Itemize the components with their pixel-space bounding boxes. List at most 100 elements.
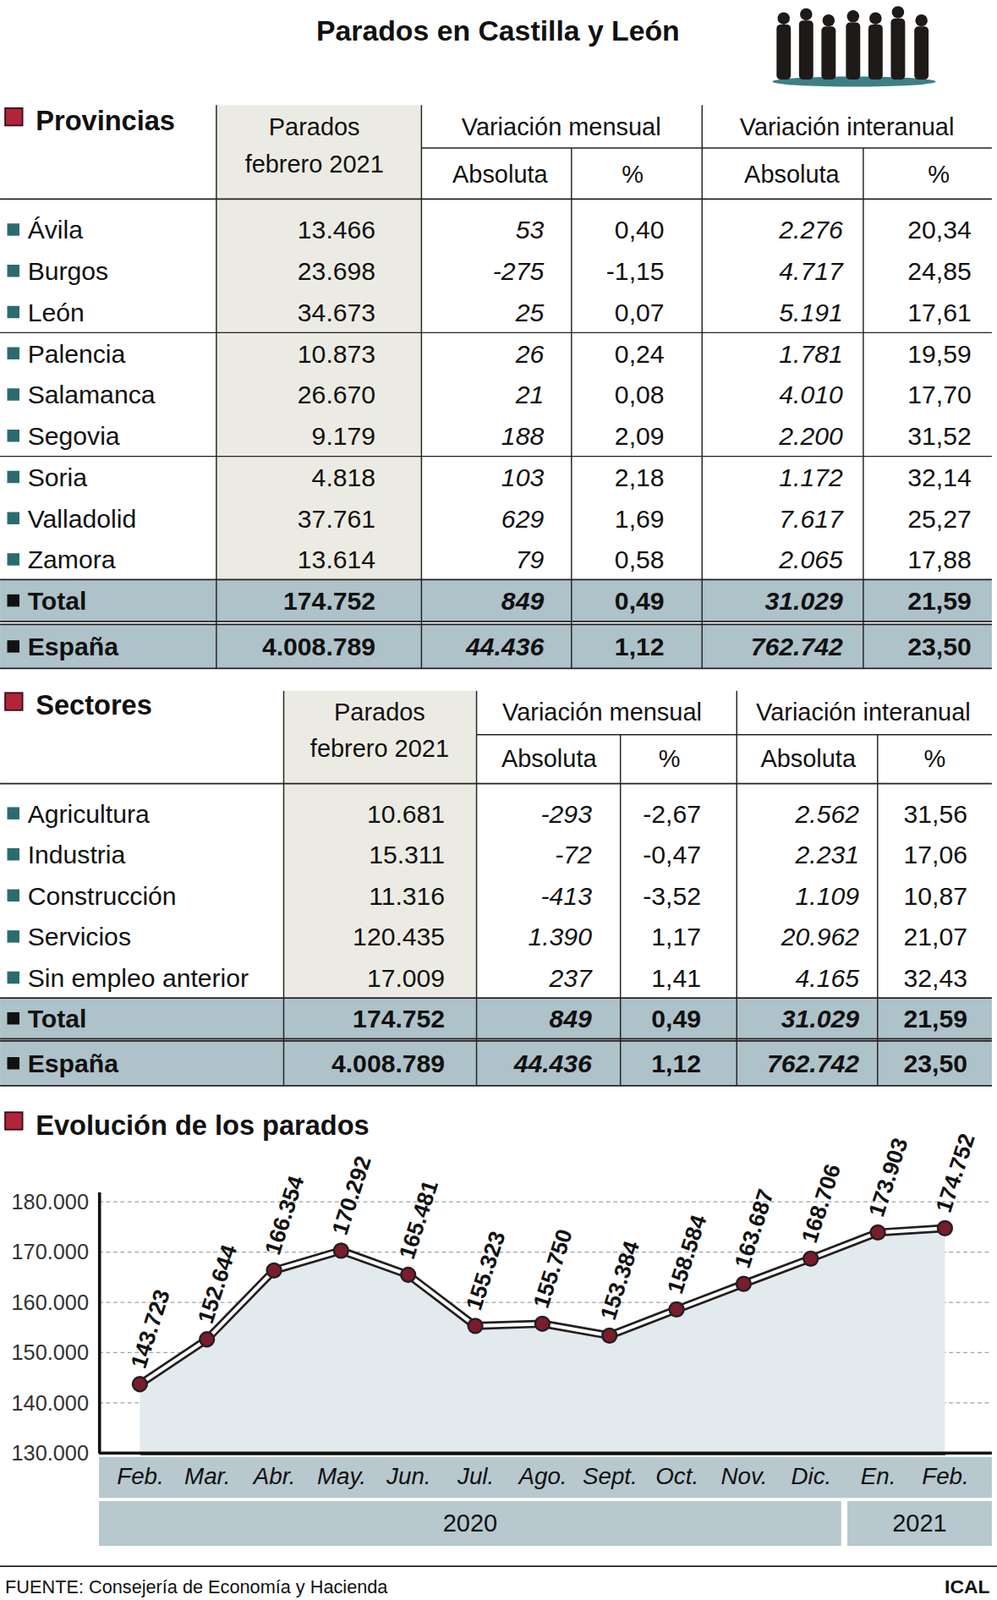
cell: 21 [514, 380, 545, 409]
tick: 150.000 [10, 1340, 99, 1365]
icon-head [869, 11, 882, 24]
summary-band [0, 1040, 992, 1086]
year-band [847, 1500, 992, 1546]
icon-body [890, 18, 905, 80]
chart-title: Evolución de los parados [35, 1110, 369, 1141]
cell: 2.276 [777, 215, 844, 244]
tick: 160.000 [10, 1290, 99, 1315]
year-label: 2020 [443, 1509, 498, 1537]
cell: 5.191 [778, 298, 843, 327]
icon-body [868, 24, 883, 80]
row-marker [7, 640, 20, 652]
sub-header: Absoluta [744, 160, 841, 188]
cell: 11.316 [368, 881, 445, 910]
rule [0, 620, 992, 623]
rule [619, 734, 621, 1086]
rule [0, 1040, 992, 1042]
x-axis-baseline [98, 1451, 992, 1455]
tick: May. [317, 1452, 367, 1490]
row-label: España [27, 632, 119, 661]
cell: 2.065 [777, 545, 844, 574]
data-label: 163.687 [729, 1186, 779, 1271]
cell: 31,56 [903, 799, 967, 828]
tick-label: Mar. [184, 1462, 231, 1490]
marker [468, 1318, 483, 1333]
cell: 23.698 [297, 257, 376, 285]
cell: 1.172 [778, 463, 844, 492]
row-marker [7, 594, 20, 607]
tick-label: 130.000 [10, 1440, 89, 1465]
sub-header: % [923, 745, 946, 773]
rule [215, 104, 217, 669]
row-label: Total [27, 1004, 88, 1033]
rule [476, 734, 992, 735]
section-marker [5, 1112, 23, 1130]
rule [0, 667, 992, 669]
tick: Ago. [516, 1452, 567, 1490]
data-label: 158.584 [662, 1211, 712, 1298]
marker [132, 1376, 148, 1392]
row-label: Palencia [27, 339, 126, 368]
cell: 2.231 [794, 840, 860, 869]
axis-line [140, 1451, 946, 1456]
tick-label: En. [860, 1462, 897, 1490]
cell: 23,50 [903, 1049, 967, 1078]
year-label: 2021 [892, 1509, 947, 1537]
row-label: Construcción [27, 881, 177, 910]
column-header: Parados [334, 698, 426, 726]
row-label: Sin empleo anterior [27, 964, 250, 992]
grid [98, 1201, 992, 1453]
section-title: Sectores [35, 690, 153, 721]
cell: 0,07 [614, 298, 665, 327]
rule [0, 1565, 997, 1567]
cell: 237 [548, 964, 594, 992]
marker [267, 1263, 282, 1278]
category-band [98, 1457, 992, 1498]
tick: 140.000 [10, 1391, 99, 1415]
cell: 4.008.789 [331, 1049, 445, 1078]
tick: Jul. [456, 1452, 494, 1490]
data-label: 155.750 [528, 1226, 578, 1311]
cell: 4.818 [312, 463, 376, 492]
marker [602, 1328, 617, 1343]
tick: Nov. [720, 1452, 767, 1490]
rule [283, 690, 285, 1086]
data-label: 166.354 [259, 1172, 309, 1259]
data-label: 165.481 [394, 1177, 444, 1263]
cell: 25 [514, 298, 545, 327]
row-marker [7, 1057, 20, 1069]
marker [736, 1276, 751, 1292]
cell: 17,70 [907, 380, 971, 409]
cell: 849 [549, 1004, 593, 1033]
row-marker [7, 971, 20, 984]
cell: 1.109 [795, 881, 861, 910]
cell: 44.436 [465, 632, 544, 661]
cell: 13.466 [297, 215, 376, 244]
cell: 17,88 [907, 545, 971, 574]
summary-band [0, 997, 992, 1039]
row-marker [7, 848, 20, 861]
data-label: 152.644 [192, 1241, 242, 1327]
icon [772, 5, 936, 87]
rule [701, 104, 702, 669]
cell: -275 [493, 257, 545, 285]
cell: 31.029 [781, 1004, 860, 1033]
marker [535, 1316, 550, 1332]
marker [871, 1225, 886, 1240]
data-label: 153.384 [595, 1238, 645, 1324]
cell: 1.781 [778, 339, 843, 368]
tick: Feb. [921, 1452, 970, 1490]
data-label: 170.292 [327, 1152, 377, 1238]
shaded-column [284, 690, 477, 998]
cell: 1,17 [651, 922, 702, 951]
cell: 10.681 [367, 799, 445, 828]
cell: 20,34 [907, 215, 971, 244]
cell: 24,85 [907, 257, 971, 285]
tick: 170.000 [10, 1239, 99, 1264]
sub-header: % [927, 160, 950, 188]
tick-label: Oct. [655, 1462, 699, 1490]
tick: En. [860, 1452, 897, 1490]
cell: 23,50 [907, 632, 971, 661]
rule [0, 455, 992, 457]
rule [0, 783, 992, 785]
